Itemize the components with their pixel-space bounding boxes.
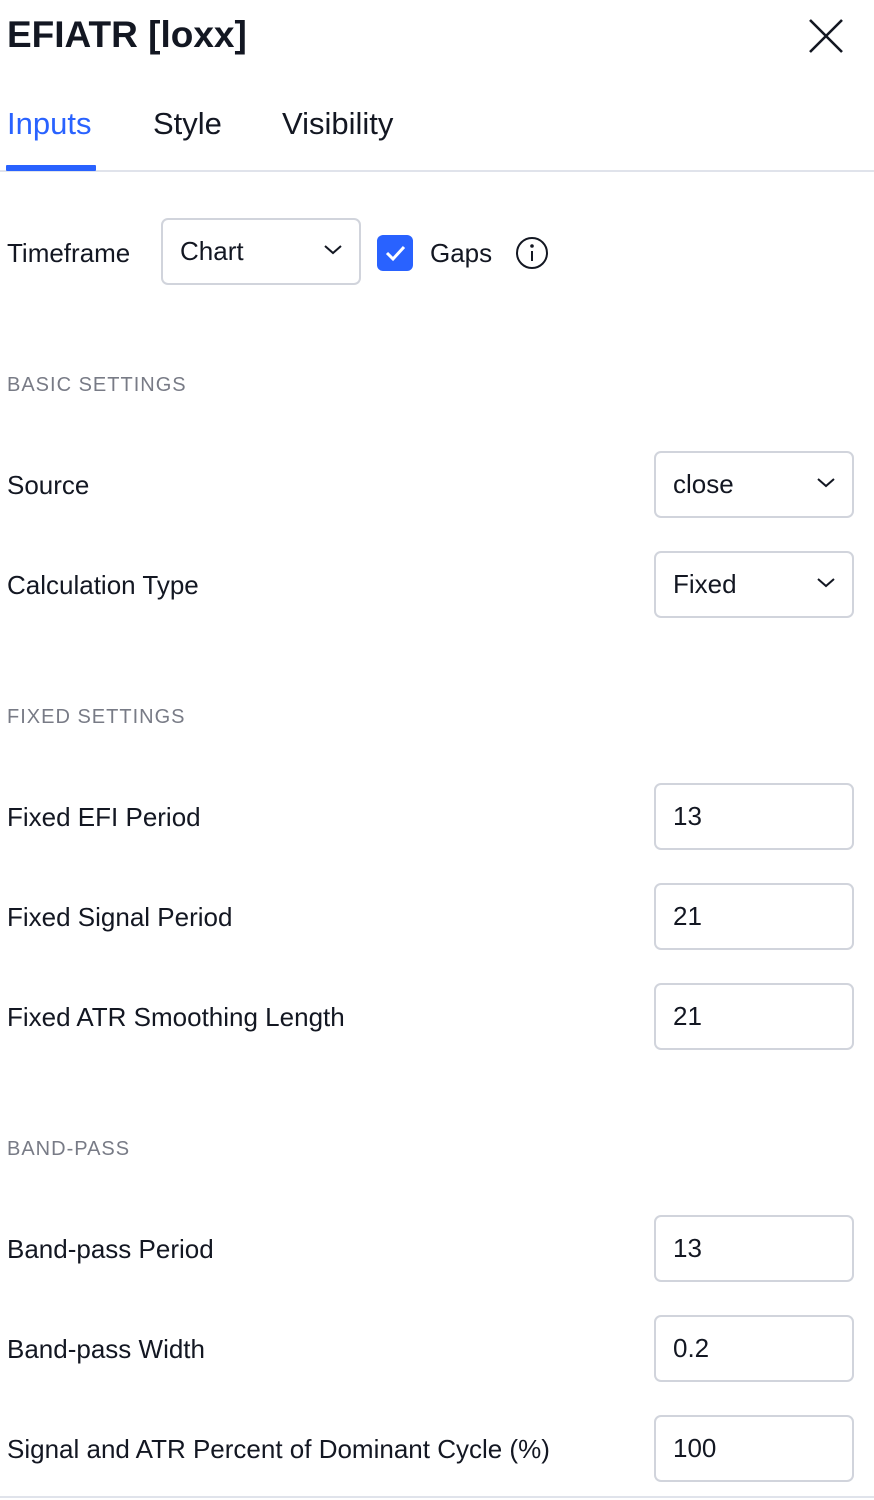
band-pass-width-label: Band-pass Width [7,1334,205,1364]
timeframe-label: Timeframe [7,238,131,268]
dominant-cycle-percent-input[interactable]: 100 [654,1415,854,1482]
dialog-title: EFIATR [loxx] [7,14,247,55]
fixed-efi-period-label: Fixed EFI Period [7,802,201,832]
tab-style[interactable]: Style [153,106,222,141]
tab-inputs[interactable]: Inputs [7,106,92,141]
source-label: Source [7,470,90,500]
fixed-atr-smoothing-input[interactable]: 21 [654,983,854,1050]
band-pass-width-input[interactable]: 0.2 [654,1315,854,1382]
calculation-type-value: Fixed [673,569,737,599]
dominant-cycle-percent-label: Signal and ATR Percent of Dominant Cycle… [7,1434,550,1464]
tab-visibility[interactable]: Visibility [282,106,394,141]
timeframe-value: Chart [180,236,244,266]
calculation-type-label: Calculation Type [7,570,199,600]
gaps-label[interactable]: Gaps [430,238,493,268]
gaps-checkbox[interactable] [377,235,413,271]
fixed-efi-period-input[interactable]: 13 [654,783,854,850]
calculation-type-select[interactable]: Fixed [654,551,854,618]
source-select[interactable]: close [654,451,854,518]
fixed-signal-period-input[interactable]: 21 [654,883,854,950]
info-icon[interactable] [515,236,549,270]
band-pass-period-input[interactable]: 13 [654,1215,854,1282]
source-value: close [673,469,734,499]
section-band-pass: BAND-PASS [7,1138,131,1160]
footer-divider [0,1496,874,1498]
chevron-down-icon [324,245,342,255]
active-tab-indicator [6,165,96,171]
section-basic-settings: BASIC SETTINGS [7,374,187,396]
timeframe-select[interactable]: Chart [161,218,361,285]
check-icon [385,245,406,262]
fixed-signal-period-label: Fixed Signal Period [7,902,233,932]
close-icon[interactable] [806,16,846,56]
chevron-down-icon [817,478,835,488]
section-fixed-settings: FIXED SETTINGS [7,706,186,728]
band-pass-period-label: Band-pass Period [7,1234,214,1264]
fixed-atr-smoothing-label: Fixed ATR Smoothing Length [7,1002,345,1032]
tabs-divider [0,170,874,172]
chevron-down-icon [817,578,835,588]
